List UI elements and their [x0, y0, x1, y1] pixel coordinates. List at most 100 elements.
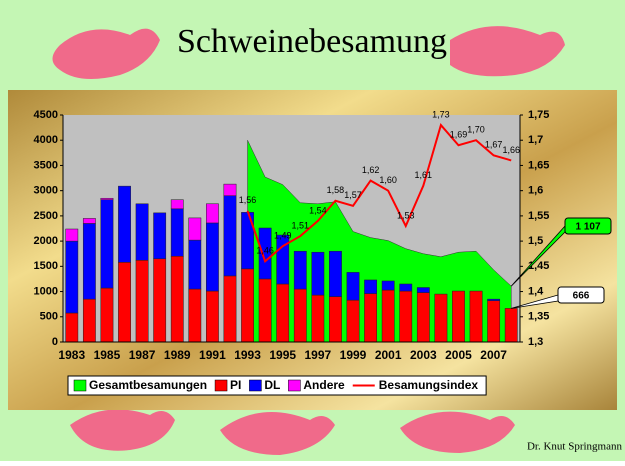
bar — [329, 250, 342, 297]
x-tick-label: 1995 — [269, 348, 296, 362]
bar — [241, 268, 254, 343]
x-tick-label: 1989 — [164, 348, 191, 362]
data-label: 1,66 — [502, 145, 520, 155]
bar — [434, 293, 448, 343]
index-line — [246, 123, 512, 264]
legend-label: Besamungsindex — [379, 378, 479, 392]
y-tick-label: 2000 — [34, 235, 58, 247]
data-label: 1,58 — [327, 185, 345, 195]
bar — [381, 289, 395, 343]
legend-label: DL — [264, 378, 280, 392]
bar — [399, 290, 413, 343]
data-label: 1,54 — [309, 205, 327, 215]
x-tick-label: 1999 — [340, 348, 367, 362]
x-tick-label: 2005 — [445, 348, 472, 362]
bar — [223, 275, 237, 343]
data-label: 1,60 — [379, 175, 397, 185]
bar — [399, 283, 413, 292]
x-tick-label: 1983 — [58, 348, 85, 362]
x-tick-label: 1993 — [234, 348, 261, 362]
y2-tick-label: 1,5 — [528, 235, 543, 247]
bar — [100, 199, 114, 289]
footer: Dr. Knut Springmann — [527, 441, 623, 453]
x-tick-label: 1997 — [305, 348, 332, 362]
data-label: 1,57 — [344, 190, 362, 200]
bar — [100, 287, 114, 343]
bar — [416, 287, 430, 293]
data-label: 1,69 — [450, 130, 468, 140]
bar — [65, 228, 79, 242]
y2-tick-label: 1,65 — [528, 159, 549, 171]
bar — [118, 262, 131, 343]
data-label: 1,49 — [274, 231, 292, 241]
bar — [223, 195, 237, 277]
y-tick-label: 500 — [40, 311, 58, 323]
data-label: 1,53 — [397, 210, 415, 220]
y-tick-label: 3500 — [34, 159, 58, 171]
x-tick-label: 1991 — [199, 348, 226, 362]
bar — [118, 185, 131, 263]
data-label: 1,46 — [256, 246, 274, 256]
bar — [65, 312, 79, 343]
bar — [346, 272, 360, 301]
bar — [188, 239, 202, 290]
bar — [206, 203, 219, 224]
x-tick-label: 1985 — [94, 348, 121, 362]
x-tick-label: 2003 — [410, 348, 437, 362]
data-label: 1,70 — [467, 125, 485, 135]
data-label: 1,62 — [362, 165, 380, 175]
bar — [170, 199, 184, 210]
bar — [487, 298, 501, 301]
chart-title: Schweinebesamung — [177, 23, 447, 60]
y-tick-label: 1500 — [34, 260, 58, 272]
y-tick-label: 3000 — [34, 185, 58, 197]
y2-tick-label: 1,75 — [528, 109, 549, 121]
bar — [82, 223, 96, 300]
data-label: 1,56 — [239, 195, 257, 205]
y2-tick-label: 1,55 — [528, 210, 549, 222]
legend-label: Andere — [303, 378, 345, 392]
data-label: 1,51 — [292, 220, 310, 230]
legend — [67, 375, 487, 396]
bull-decorations — [52, 26, 565, 455]
bar — [100, 197, 114, 200]
bar — [206, 222, 219, 292]
bar — [452, 290, 465, 343]
bar — [153, 212, 167, 260]
x-tick-label: 1987 — [129, 348, 156, 362]
data-label: 1,61 — [415, 170, 433, 180]
bar — [487, 300, 501, 343]
y-tick-label: 1000 — [34, 285, 58, 297]
bar — [170, 255, 184, 343]
bar — [170, 208, 184, 257]
bar — [381, 280, 395, 291]
bar — [293, 288, 307, 343]
callout-box — [557, 286, 605, 304]
bar — [311, 294, 325, 343]
legend-label: Gesamtbesamungen — [89, 378, 207, 392]
bar — [223, 183, 237, 196]
bar — [364, 279, 377, 294]
legend-label: PI — [230, 378, 241, 392]
bar — [65, 240, 79, 314]
bar — [346, 299, 360, 343]
callout-label: 666 — [573, 291, 590, 302]
bar — [82, 298, 96, 343]
bar — [258, 278, 272, 343]
bar — [188, 288, 202, 343]
y-tick-label: 0 — [52, 336, 58, 348]
bar — [293, 250, 307, 290]
bar — [504, 308, 518, 343]
y-tick-label: 4000 — [34, 134, 58, 146]
bar — [206, 290, 219, 343]
callout-box — [564, 217, 612, 235]
bar — [311, 251, 325, 296]
bar — [276, 234, 290, 285]
bar — [135, 203, 149, 261]
bar — [258, 227, 272, 280]
bar — [153, 258, 167, 343]
bar — [329, 296, 342, 343]
y2-tick-label: 1,7 — [528, 134, 543, 146]
